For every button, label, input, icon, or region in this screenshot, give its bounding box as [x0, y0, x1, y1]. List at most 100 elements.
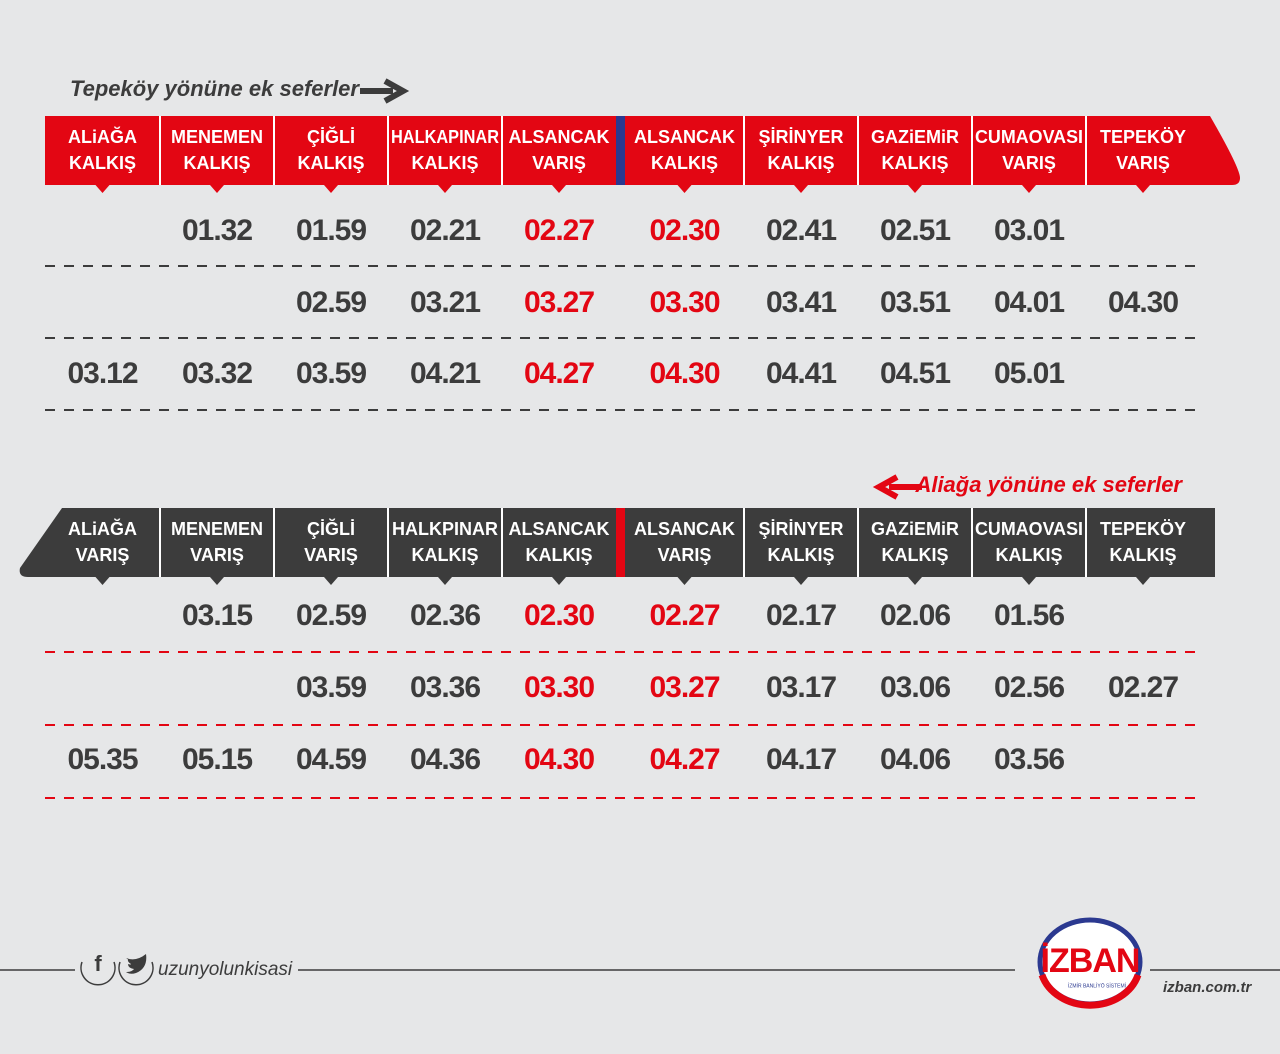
- social-handle: uzunyolunkisasi: [158, 959, 293, 980]
- logo: İZBAN: [1041, 942, 1140, 980]
- pointer: [210, 577, 224, 585]
- column-header: KALKIŞ: [412, 545, 479, 565]
- icon-ring: [80, 961, 116, 986]
- header-band: [45, 116, 1240, 185]
- divider: [616, 116, 625, 185]
- departure-time: 02.59: [296, 599, 366, 632]
- column-header: VARIŞ: [304, 545, 358, 565]
- column-header: VARIŞ: [1116, 153, 1170, 173]
- column-header: HALKPINAR: [392, 519, 498, 539]
- column-header: CUMAOVASI: [975, 519, 1083, 539]
- pointer: [1022, 577, 1036, 585]
- column-header: ŞİRİNYER: [758, 519, 843, 539]
- pointer: [324, 185, 338, 193]
- departure-time: 04.06: [880, 743, 950, 776]
- departure-time: 04.27: [649, 743, 719, 776]
- column-header: VARIŞ: [532, 153, 586, 173]
- column-separator: [273, 116, 275, 185]
- departure-time: 02.06: [880, 599, 950, 632]
- departure-time: 02.17: [766, 599, 836, 632]
- departure-time: 01.56: [994, 599, 1064, 632]
- tables: ALiAĞA KALKIŞ MENEMEN KALKIŞ ÇİĞLİ KALKIŞ HALK…: [45, 116, 1200, 799]
- column-header: ÇİĞLİ: [307, 126, 355, 147]
- departure-time: 04.01: [994, 286, 1064, 319]
- departure-time: 03.51: [880, 286, 950, 319]
- departure-time: 03.32: [182, 357, 252, 390]
- column-separator: [159, 116, 161, 185]
- column-separator: [273, 508, 275, 577]
- column-header: KALKIŞ: [882, 153, 949, 173]
- column-header: KALKIŞ: [651, 153, 718, 173]
- column-header: ALiAĞA: [68, 126, 137, 147]
- pointer: [794, 577, 808, 585]
- column-header: KALKIŞ: [412, 153, 479, 173]
- column-header: KALKIŞ: [184, 153, 251, 173]
- departure-time: 04.21: [410, 357, 480, 390]
- departure-time: 03.21: [410, 286, 480, 319]
- departure-time: 03.30: [524, 671, 594, 704]
- column-header: TEPEKÖY: [1100, 519, 1186, 539]
- facebook-icon: f: [94, 951, 102, 976]
- arrow-right: [360, 78, 410, 104]
- pointer: [1022, 185, 1036, 193]
- logo-swoosh: [1038, 973, 1142, 1009]
- departure-time: 04.17: [766, 743, 836, 776]
- pointer: [552, 577, 566, 585]
- column-separator: [501, 508, 503, 577]
- departure-time: 01.59: [296, 214, 366, 247]
- column-separator: [971, 508, 973, 577]
- column-header: ALSANCAK: [509, 127, 610, 147]
- column-header: VARIŞ: [1002, 153, 1056, 173]
- departure-time: 02.36: [410, 599, 480, 632]
- column-header: ALSANCAK: [634, 127, 735, 147]
- column-separator: [857, 116, 859, 185]
- pointer: [324, 577, 338, 585]
- pointer: [210, 185, 224, 193]
- departure-time: 03.01: [994, 214, 1064, 247]
- departure-time: 05.15: [182, 743, 252, 776]
- pointer: [794, 185, 808, 193]
- departure-time: 03.12: [67, 357, 137, 390]
- pointer: [677, 577, 692, 585]
- pointer: [1136, 185, 1150, 193]
- departure-time: 03.56: [994, 743, 1064, 776]
- column-header: KALKIŞ: [768, 545, 835, 565]
- pointer: [1136, 577, 1150, 585]
- departure-time: 01.32: [182, 214, 252, 247]
- departure-time: 04.36: [410, 743, 480, 776]
- column-separator: [971, 116, 973, 185]
- column-separator: [743, 116, 745, 185]
- departure-time: 04.59: [296, 743, 366, 776]
- departure-time: 03.59: [296, 357, 366, 390]
- column-header: KALKIŞ: [69, 153, 136, 173]
- pointer: [438, 185, 452, 193]
- departure-time: 03.27: [649, 671, 719, 704]
- column-header: GAZiEMiR: [871, 127, 959, 147]
- departure-time: 02.51: [880, 214, 950, 247]
- departure-time: 02.27: [649, 599, 719, 632]
- column-separator: [387, 116, 389, 185]
- departure-time: 04.41: [766, 357, 836, 390]
- pointer: [438, 577, 452, 585]
- departure-time: 02.30: [524, 599, 594, 632]
- column-separator: [857, 508, 859, 577]
- column-header: TEPEKÖY: [1100, 127, 1186, 147]
- column-header: KALKIŞ: [996, 545, 1063, 565]
- column-header: ALiAĞA: [68, 518, 137, 539]
- column-header: HALKAPINAR: [391, 127, 499, 147]
- departure-time: 04.30: [1108, 286, 1178, 319]
- departure-time: 02.59: [296, 286, 366, 319]
- column-header: KALKIŞ: [298, 153, 365, 173]
- departure-time: 03.06: [880, 671, 950, 704]
- column-header: KALKIŞ: [1110, 545, 1177, 565]
- departure-time: 03.27: [524, 286, 594, 319]
- pointer: [908, 185, 922, 193]
- departure-time: 03.15: [182, 599, 252, 632]
- departure-time: 02.41: [766, 214, 836, 247]
- departure-time: 04.30: [524, 743, 594, 776]
- departure-time: 05.35: [67, 743, 137, 776]
- column-header: ÇİĞLİ: [307, 518, 355, 539]
- column-header: MENEMEN: [171, 127, 263, 147]
